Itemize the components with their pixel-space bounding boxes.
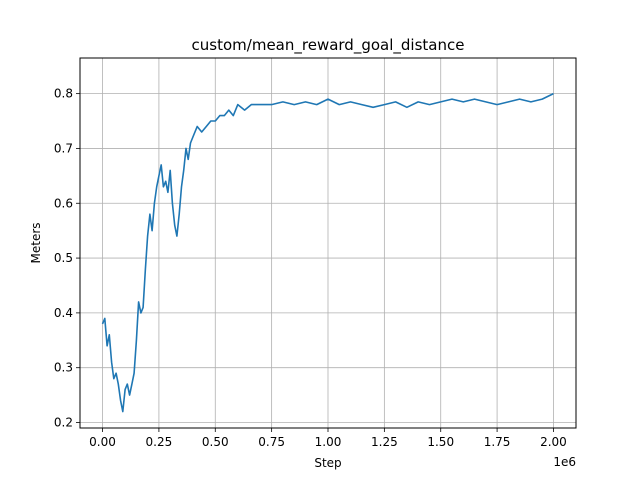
x-tick-label: 0.75 bbox=[258, 435, 285, 449]
x-tick-label: 1.00 bbox=[315, 435, 342, 449]
series-line bbox=[101, 92, 554, 413]
y-tick-label: 0.2 bbox=[54, 416, 73, 430]
x-axis-offset-label: 1e6 bbox=[553, 455, 576, 469]
y-axis-label: Meters bbox=[29, 222, 43, 263]
x-tick-label: 1.50 bbox=[427, 435, 454, 449]
x-axis-ticks: 0.00 0.25 0.50 0.75 1.00 1.25 1.50 1.75 2.00 bbox=[89, 428, 567, 449]
chart-title: custom/mean_reward_goal_distance bbox=[192, 36, 465, 55]
y-tick-label: 0.6 bbox=[54, 196, 73, 210]
x-tick-label: 0.25 bbox=[146, 435, 173, 449]
x-axis-label: Step bbox=[314, 456, 341, 470]
y-tick-label: 0.3 bbox=[54, 361, 73, 375]
x-tick-label: 1.25 bbox=[371, 435, 398, 449]
y-tick-label: 0.4 bbox=[54, 306, 73, 320]
y-tick-label: 0.7 bbox=[54, 141, 73, 155]
y-axis-ticks: 0.2 0.3 0.4 0.5 0.6 0.7 0.8 bbox=[54, 87, 80, 430]
grid bbox=[80, 58, 576, 428]
x-tick-label: 2.00 bbox=[540, 435, 567, 449]
x-tick-label: 0.50 bbox=[202, 435, 229, 449]
x-tick-label: 0.00 bbox=[89, 435, 116, 449]
y-tick-label: 0.5 bbox=[54, 251, 73, 265]
x-tick-label: 1.75 bbox=[484, 435, 511, 449]
y-tick-label: 0.8 bbox=[54, 87, 73, 101]
